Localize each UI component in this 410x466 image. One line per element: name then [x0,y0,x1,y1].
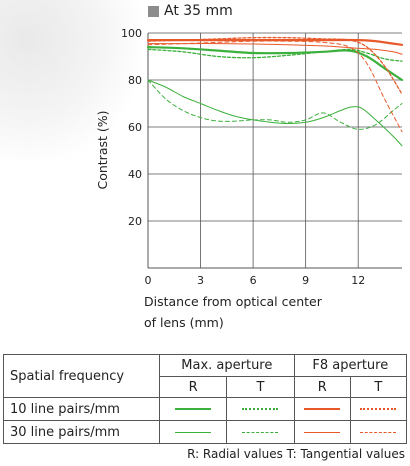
legend-col-max-t: T [226,376,295,398]
chart-title: At 35 mm [148,3,233,19]
legend-col-f8-r: R [293,376,351,398]
series-line-8 [147,40,403,133]
series-line-1 [146,46,404,82]
y-tick-label: 40 [128,168,142,181]
mtf-chart: 20 40 60 80 100 0 3 6 9 12 Contrast (%) Distance … [95,27,404,330]
legend-swatch-10-max-r [158,397,228,421]
legend-row-10: 10 line pairs/mm [3,397,160,421]
legend-swatch-10-f8-r [293,397,351,421]
legend-swatch-30-max-r [158,420,228,444]
legend-col-f8-t: T [349,376,408,398]
x-tick-label: 9 [302,274,309,287]
series-line-6 [147,79,403,130]
series-line-5 [147,79,403,147]
y-axis-label: Contrast (%) [95,110,110,189]
y-tick-label: 60 [128,121,142,134]
chart-grid [147,32,402,269]
y-tick-label: 20 [128,215,142,228]
legend-swatch-30-f8-r [293,420,351,444]
legend-row-30: 30 line pairs/mm [3,420,160,444]
footnote: R: Radial values T: Tangential values [187,447,405,461]
legend-swatch-30-max-t [226,420,295,444]
legend-table: Spatial frequency Max. aperture F8 apert… [3,354,408,444]
legend-swatch-30-f8-t [349,420,408,444]
x-tick-label: 3 [197,274,204,287]
x-tick-label: 6 [250,274,257,287]
x-tick-label: 12 [351,274,365,287]
legend-swatch-10-f8-t [349,397,408,421]
y-tick-label: 80 [128,74,142,87]
legend-header-spatial: Spatial frequency [3,354,160,398]
legend-header-f8-aperture: F8 aperture [293,354,408,377]
chart-series [146,36,404,147]
x-axis-label-line-1: Distance from optical center [144,294,323,309]
series-line-4 [147,36,403,95]
legend-header-max-aperture: Max. aperture [159,354,295,377]
x-tick-label: 0 [145,274,152,287]
background-decoration [0,0,140,160]
series-line-7 [147,43,403,55]
y-tick-label: 100 [121,27,142,40]
legend-swatch-10-max-t [226,397,295,421]
chart-title-text: At 35 mm [164,3,233,19]
legend-col-max-r: R [158,376,228,398]
chart-ticks: 20 40 60 80 100 0 3 6 9 12 [121,27,365,287]
x-axis-label-line-2: of lens (mm) [144,315,224,330]
title-marker-icon [148,5,159,17]
